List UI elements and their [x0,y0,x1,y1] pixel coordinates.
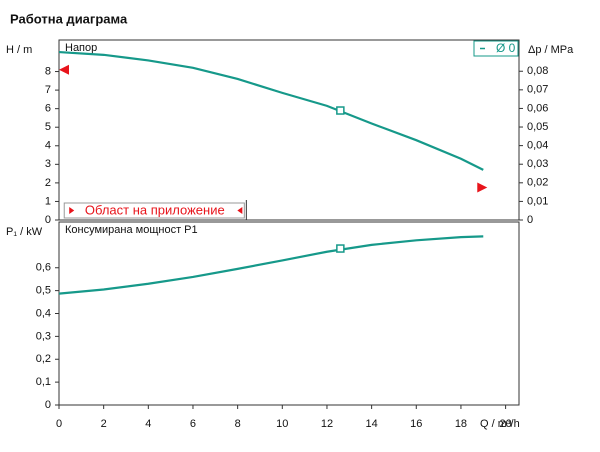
y2-tick-label: 0,08 [527,65,548,77]
x-tick-label: 18 [455,418,467,430]
operating-point [336,106,345,115]
y-tick-label: 0 [45,214,51,226]
limit-marker [477,182,488,193]
y-tick-label: 0,6 [36,262,51,274]
y-tick-label: 2 [45,177,51,189]
x-tick-label: 6 [190,418,196,430]
plot-frame [58,39,520,221]
y2-tick-label: 0,01 [527,195,548,207]
y-tick-label: 1 [45,195,51,207]
x-tick-label: 20 [499,418,511,430]
panel-title: Напор [65,42,97,54]
range-arrow [69,207,75,214]
application-range [63,202,245,219]
curve [58,50,484,171]
legend-box [473,40,519,57]
application-label: Област на приложение [85,202,225,217]
range-arrow [237,207,243,214]
y-tick-label: 0,2 [36,353,51,365]
y-tick-label: 0,5 [36,285,51,297]
operating-point [336,244,345,253]
y-tick-label: 3 [45,158,51,170]
x-tick-label: 4 [145,418,151,430]
x-tick-label: 14 [365,418,377,430]
y2-tick-label: 0,05 [527,121,548,133]
panel-title: Консумирана мощност P1 [65,224,198,236]
x-tick-label: 8 [235,418,241,430]
y-axis-label: H / m [6,44,32,56]
y2-axis-label: Δp / MPa [528,44,574,56]
y-tick-label: 0,3 [36,330,51,342]
y-tick-label: 6 [45,103,51,115]
x-tick-label: 10 [276,418,288,430]
curve [58,235,484,295]
y2-tick-label: 0 [527,214,533,226]
y2-tick-label: 0,07 [527,84,548,96]
x-tick-label: 16 [410,418,422,430]
y-tick-label: 8 [45,65,51,77]
y-axis-label: P₁ / kW [6,226,43,238]
plot-frame [58,221,520,406]
y-tick-label: 7 [45,84,51,96]
legend-label: Ø 0 [496,41,516,55]
y2-tick-label: 0,03 [527,158,548,170]
x-tick-label: 0 [56,418,62,430]
y-tick-label: 4 [45,140,51,152]
x-tick-label: 12 [321,418,333,430]
y-tick-label: 0 [45,399,51,411]
page-title: Работна диаграма [10,11,128,26]
y-tick-label: 0,4 [36,307,51,319]
x-axis-label: Q / m³/h [480,418,520,430]
y2-tick-label: 0,04 [527,140,548,152]
limit-marker [59,64,69,75]
y-tick-label: 0,1 [36,376,51,388]
y-tick-label: 5 [45,121,51,133]
x-tick-label: 2 [101,418,107,430]
y2-tick-label: 0,06 [527,102,548,114]
y2-tick-label: 0,02 [527,177,548,189]
